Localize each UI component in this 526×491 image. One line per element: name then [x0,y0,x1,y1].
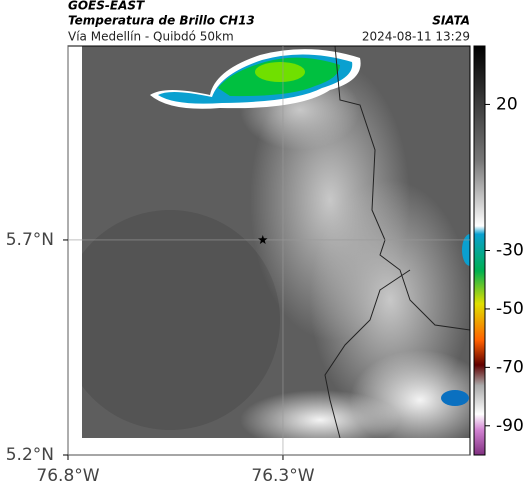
colorbar-tick-label: -30 [496,241,524,261]
colorbar-tick-label: 20 [496,94,518,114]
agency: SIATA [432,14,470,28]
colorbar-tick-label: -90 [496,416,524,436]
colorbar-tick-label: -50 [496,299,524,319]
timestamp: 2024-08-11 13:29 [362,30,470,44]
x-tick-label: 76.8°W [36,466,99,486]
title: Temperatura de Brillo CH13 [68,14,255,28]
x-tick-label: 76.3°W [251,466,314,486]
header: GOES-EAST Temperatura de Brillo CH13 SIA… [68,0,470,44]
y-tick-label: 5.2°N [6,445,54,465]
location-marker [258,235,268,244]
colorbar-tick-label: -70 [496,357,524,377]
satellite-image [82,46,470,438]
colorbar [473,45,486,456]
y-tick-label: 5.7°N [6,230,54,250]
subtitle: Vía Medellín - Quibdó 50km [68,30,234,44]
source: GOES-EAST [68,0,145,13]
